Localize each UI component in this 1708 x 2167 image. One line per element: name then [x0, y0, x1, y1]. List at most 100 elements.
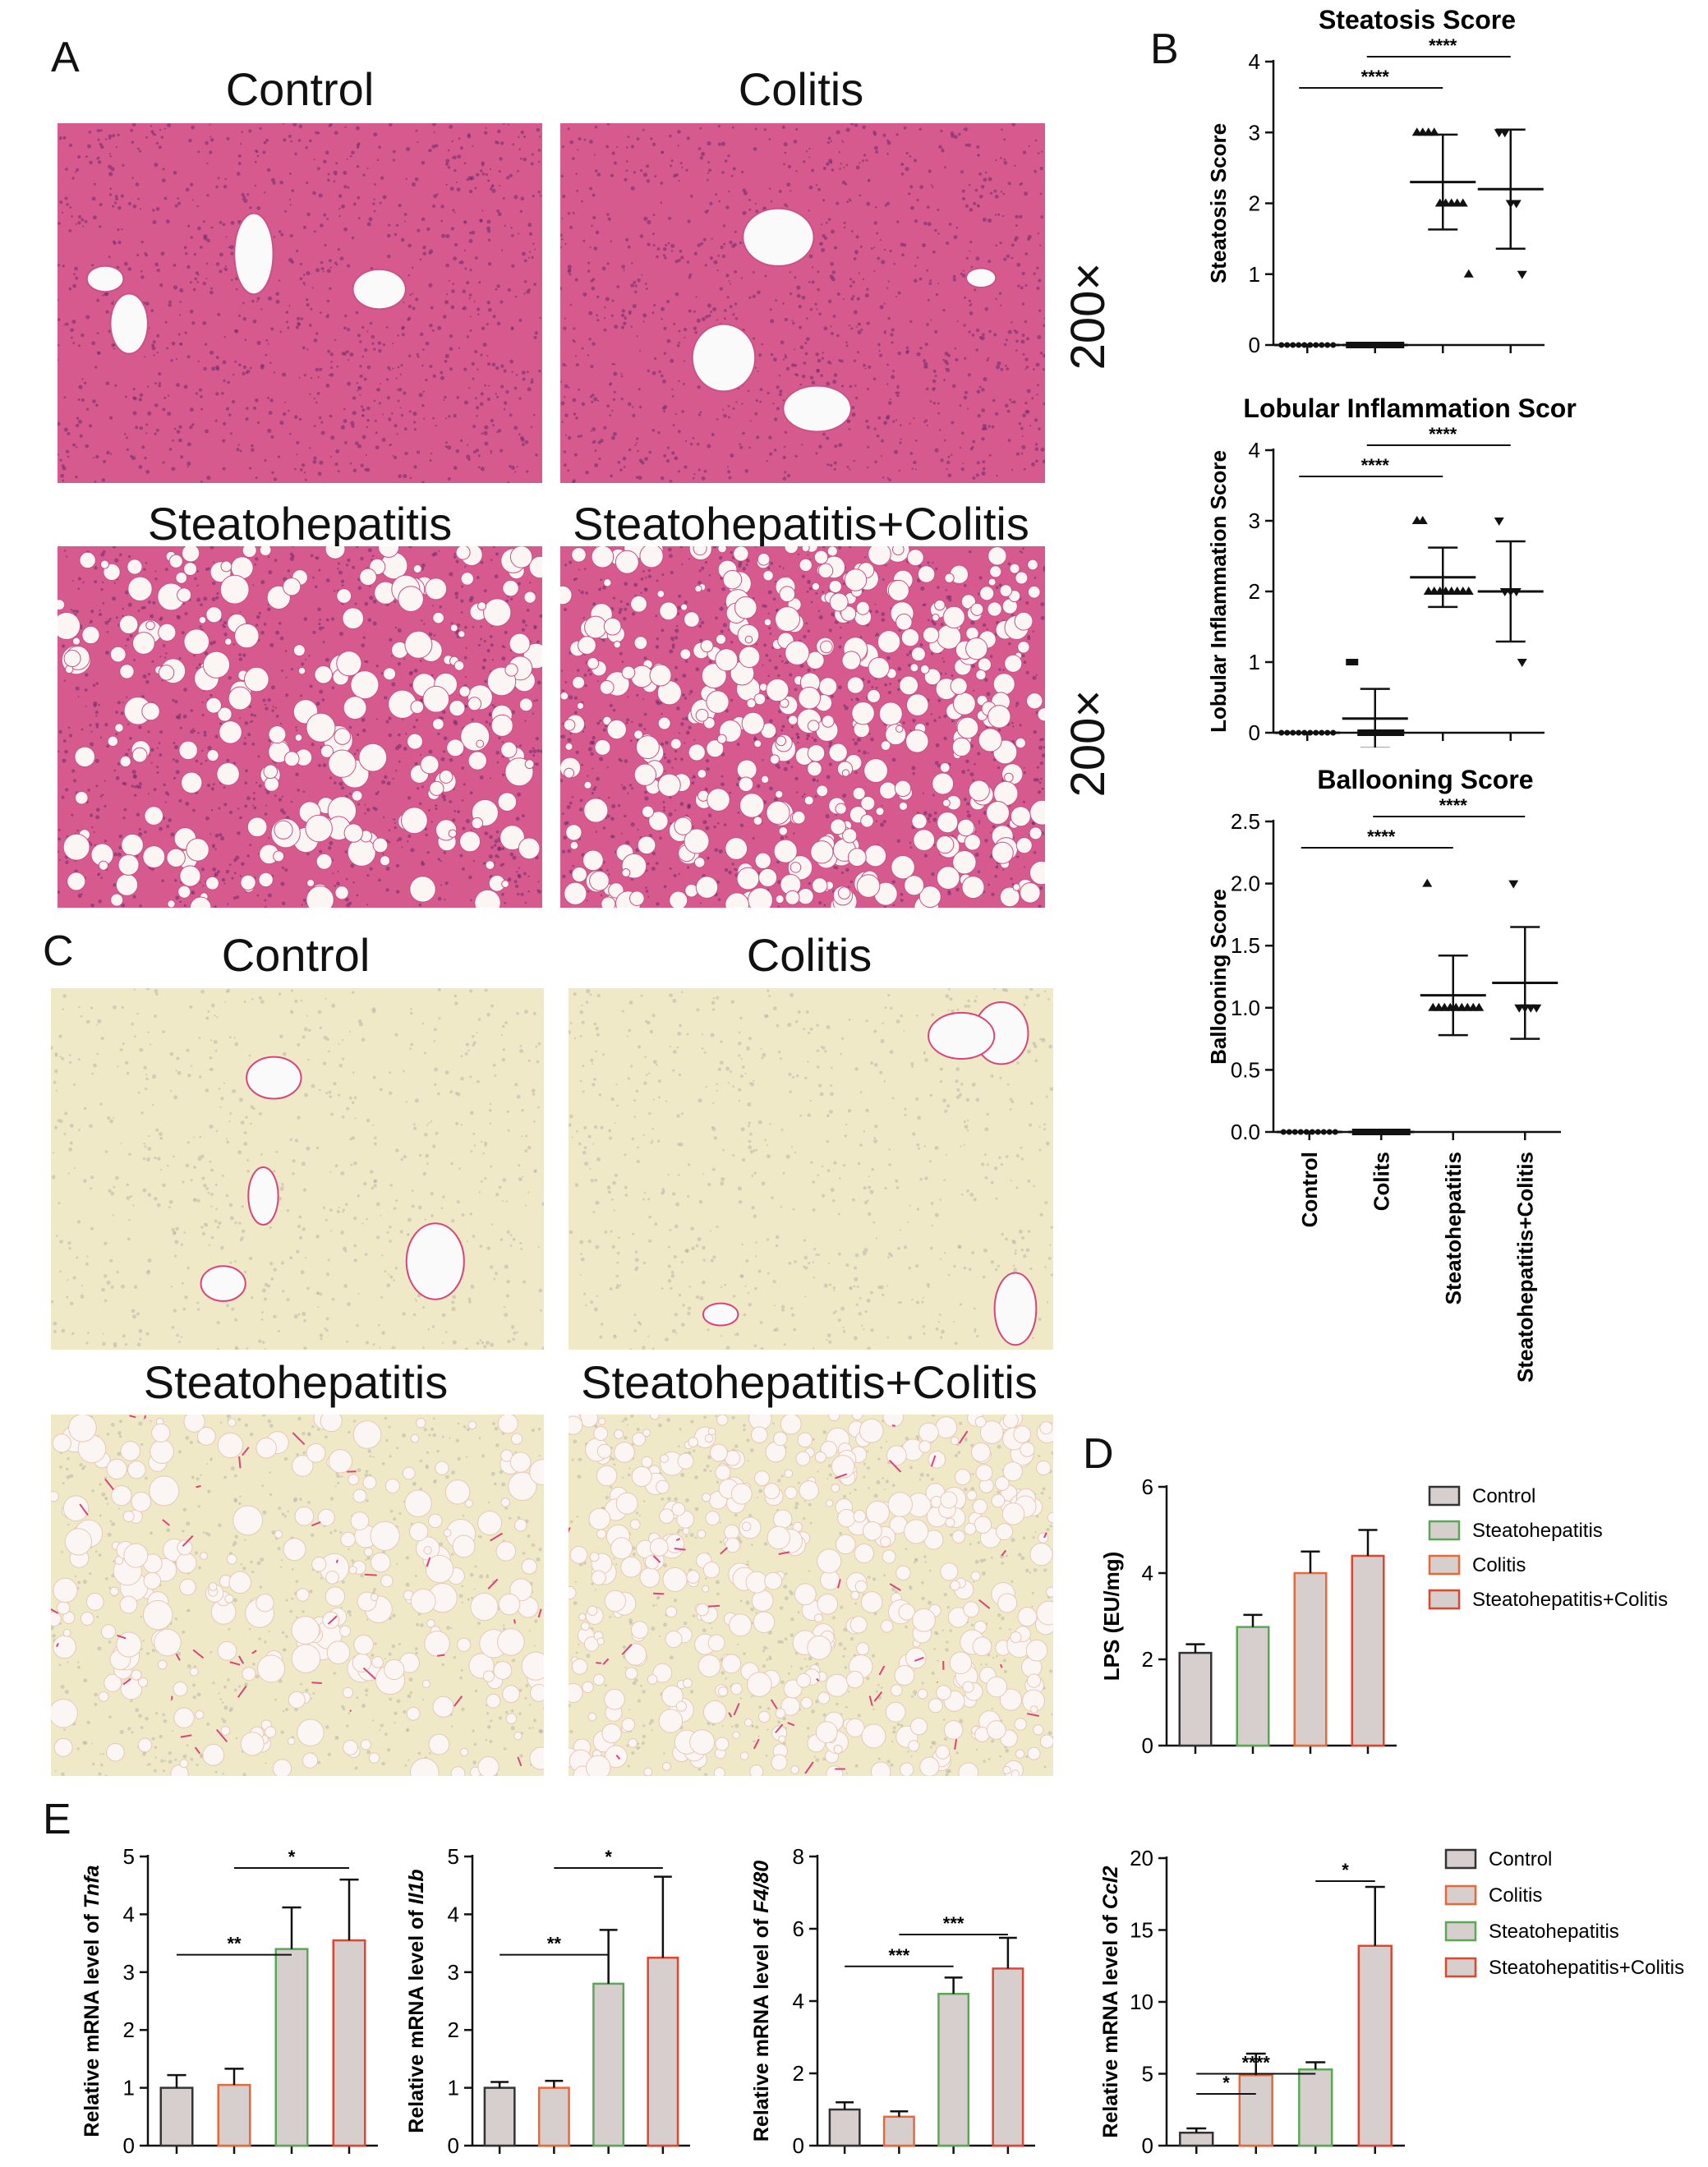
- nucleus: [843, 166, 845, 168]
- nucleus: [563, 463, 567, 467]
- nucleus: [697, 468, 701, 472]
- nucleus: [305, 146, 308, 150]
- nucleus: [154, 262, 159, 267]
- nucleus: [805, 150, 808, 153]
- nucleus: [1040, 215, 1043, 219]
- nucleus: [481, 209, 484, 212]
- lipid-droplet: [383, 667, 397, 681]
- nucleus: [787, 164, 792, 169]
- lipid-droplet: [987, 601, 1002, 617]
- nucleus: [431, 204, 436, 209]
- nucleus: [933, 719, 937, 723]
- nucleus: [102, 550, 106, 554]
- lipid-droplet: [429, 780, 444, 796]
- nucleus: [186, 265, 191, 269]
- nucleus: [496, 395, 500, 398]
- nucleus: [762, 759, 764, 761]
- nucleus: [722, 408, 725, 411]
- nucleus: [522, 377, 526, 381]
- nucleus: [115, 145, 118, 149]
- nucleus: [808, 587, 813, 591]
- nucleus: [859, 323, 861, 325]
- lipid-droplet: [1029, 860, 1045, 886]
- nucleus: [732, 313, 735, 316]
- nucleus: [633, 171, 636, 174]
- lipid-droplet: [657, 716, 671, 730]
- nucleus: [900, 163, 904, 166]
- nucleus: [967, 373, 971, 377]
- nucleus: [433, 194, 438, 199]
- nucleus: [256, 894, 260, 897]
- lipid-droplet: [485, 860, 495, 870]
- nucleus: [80, 627, 83, 630]
- nucleus: [912, 719, 916, 723]
- nucleus: [129, 736, 132, 740]
- nucleus: [206, 784, 211, 788]
- nucleus: [646, 179, 651, 183]
- nucleus: [932, 817, 937, 822]
- nucleus: [709, 201, 713, 205]
- nucleus: [833, 461, 837, 465]
- nucleus: [935, 293, 939, 297]
- nucleus: [566, 805, 571, 809]
- nucleus: [388, 417, 392, 421]
- nucleus: [239, 717, 242, 720]
- nucleus: [463, 162, 467, 165]
- nucleus: [436, 193, 439, 196]
- lipid-droplet: [166, 848, 186, 867]
- nucleus: [569, 695, 573, 700]
- nucleus: [448, 415, 451, 418]
- nucleus: [767, 391, 770, 395]
- lipid-droplet: [178, 740, 198, 761]
- nucleus: [518, 744, 522, 748]
- nucleus: [244, 737, 246, 739]
- nucleus: [115, 775, 120, 780]
- nucleus: [667, 547, 672, 552]
- lipid-droplet: [738, 776, 754, 793]
- nucleus: [745, 564, 748, 567]
- nucleus: [94, 566, 98, 570]
- nucleus: [250, 713, 254, 716]
- nucleus: [445, 233, 450, 239]
- nucleus: [369, 596, 374, 600]
- nucleus: [291, 189, 295, 192]
- nucleus: [256, 340, 261, 345]
- nucleus: [371, 342, 375, 345]
- nucleus: [1038, 244, 1042, 247]
- nucleus: [1014, 236, 1019, 241]
- lipid-droplet: [762, 569, 774, 582]
- nucleus: [95, 815, 100, 820]
- nucleus: [700, 620, 705, 625]
- nucleus: [268, 411, 273, 416]
- nucleus: [842, 582, 845, 586]
- nucleus: [366, 418, 370, 422]
- nucleus: [948, 223, 952, 226]
- nucleus: [159, 283, 163, 288]
- nucleus: [302, 225, 306, 229]
- nucleus: [959, 446, 962, 449]
- lipid-droplet: [693, 546, 707, 556]
- nucleus: [789, 271, 792, 274]
- nucleus: [721, 171, 725, 174]
- lipid-droplet: [583, 798, 609, 823]
- nucleus: [247, 733, 251, 737]
- nucleus: [167, 123, 172, 127]
- nucleus: [592, 439, 596, 444]
- nucleus: [817, 187, 821, 191]
- nucleus: [252, 584, 255, 587]
- nucleus: [692, 476, 695, 480]
- lipid-droplet: [474, 889, 501, 908]
- nucleus: [357, 389, 359, 392]
- nucleus: [241, 192, 245, 197]
- nucleus: [625, 169, 628, 173]
- lipid-droplet: [127, 559, 143, 575]
- nucleus: [200, 394, 203, 398]
- nucleus: [583, 674, 587, 677]
- nucleus: [387, 254, 391, 259]
- nucleus: [394, 626, 398, 629]
- nucleus: [716, 269, 719, 272]
- nucleus: [392, 159, 395, 162]
- nucleus: [836, 201, 840, 205]
- nucleus: [62, 644, 66, 648]
- nucleus: [476, 414, 478, 417]
